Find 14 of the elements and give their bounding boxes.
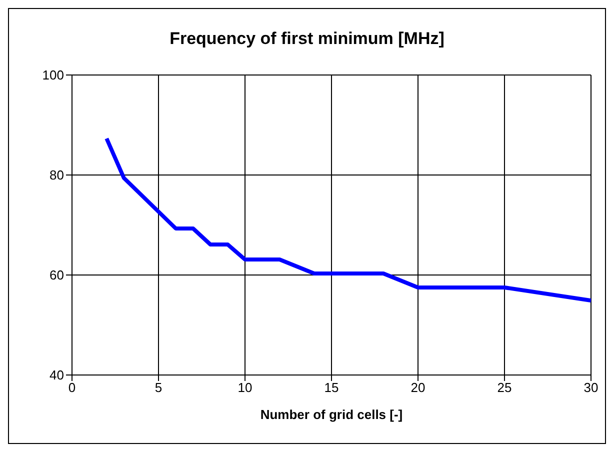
x-tick-label: 30 xyxy=(584,380,598,396)
x-tick-label: 5 xyxy=(154,380,162,396)
y-tick-label: 100 xyxy=(42,68,64,83)
x-tick-label: 15 xyxy=(324,380,339,396)
y-tick-label: 60 xyxy=(50,268,64,283)
x-tick-label: 10 xyxy=(238,380,252,396)
y-tick-label: 40 xyxy=(50,368,64,383)
x-tick-label: 0 xyxy=(68,380,76,396)
x-tick-label: 25 xyxy=(497,380,512,396)
chart-title: Frequency of first minimum [MHz] xyxy=(168,29,446,49)
y-tick-label: 80 xyxy=(50,168,64,183)
x-tick-label: 20 xyxy=(410,380,426,396)
x-axis-title: Number of grid cells [-] xyxy=(260,407,403,422)
line-series xyxy=(104,136,591,302)
